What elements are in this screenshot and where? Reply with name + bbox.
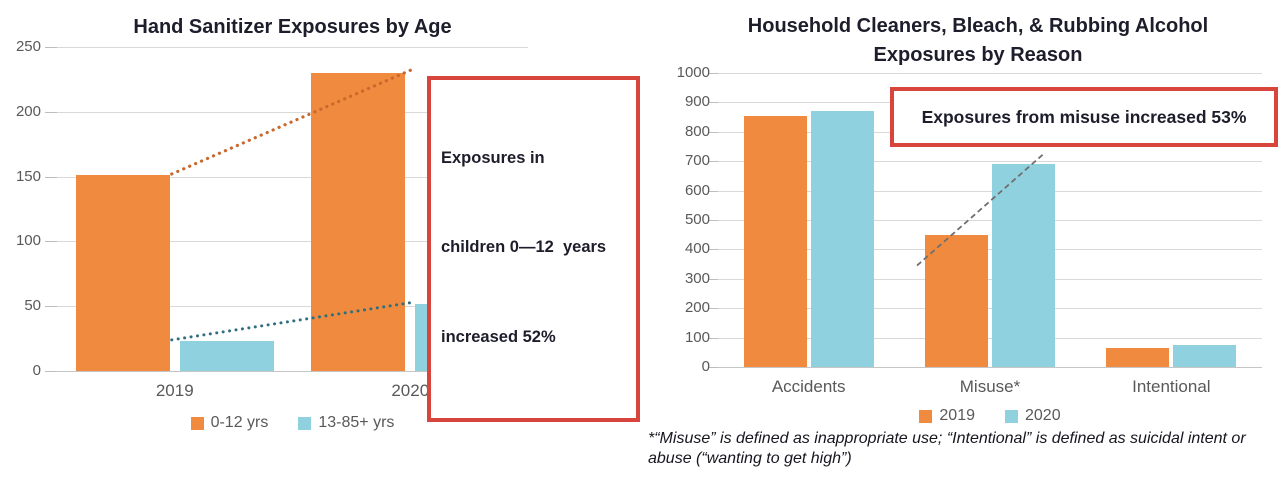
y-axis-tick xyxy=(708,249,718,250)
y-axis-label: 150 xyxy=(15,168,41,185)
y-axis-label: 50 xyxy=(24,297,41,314)
annotation-text-line: children 0—12 years xyxy=(441,238,607,257)
bar-2019-misuse xyxy=(924,234,988,367)
bar-13-85+-yrs-2019 xyxy=(179,341,274,371)
y-axis-tick xyxy=(708,73,718,74)
gridline xyxy=(718,338,1262,339)
gridline xyxy=(57,241,528,242)
legend-label: 2020 xyxy=(1025,407,1061,424)
bar-2020-intentional xyxy=(1173,344,1237,367)
annotation-text-line: increased 52% xyxy=(441,327,556,346)
y-axis-label: 700 xyxy=(684,152,710,169)
legend-label: 0-12 yrs xyxy=(210,414,269,431)
legend-item-2019: 2019 xyxy=(919,407,975,425)
bar-2019-accidents xyxy=(743,115,807,367)
legend-swatch xyxy=(298,416,312,430)
x-axis-label: 2019 xyxy=(155,381,194,400)
legend-swatch xyxy=(1005,409,1018,423)
y-axis-label: 900 xyxy=(684,93,710,110)
y-axis-tick xyxy=(708,338,718,339)
legend-item-13-85+-yrs: 13-85+ yrs xyxy=(298,414,394,432)
y-axis-tick xyxy=(708,102,718,103)
legend: 0-12 yrs 13-85+ yrs xyxy=(57,414,528,432)
gridline xyxy=(718,279,1262,280)
y-axis-label: 0 xyxy=(32,362,41,379)
legend-item-2020: 2020 xyxy=(1005,407,1061,425)
y-axis-tick xyxy=(708,132,718,133)
legend-label: 13-85+ yrs xyxy=(318,414,395,431)
footnote: *“Misuse” is defined as inappropriate us… xyxy=(648,430,1246,468)
bar-0-12-yrs-2020 xyxy=(311,72,406,371)
y-axis-label: 200 xyxy=(15,103,41,120)
y-axis-tick xyxy=(45,241,57,242)
y-axis-label: 1000 xyxy=(676,64,710,81)
bar-0-12-yrs-2019 xyxy=(75,175,170,371)
bar-2020-accidents xyxy=(810,111,874,367)
gridline xyxy=(718,367,1262,368)
x-axis-label: Misuse* xyxy=(959,377,1021,396)
gridline xyxy=(718,308,1262,309)
y-axis-tick xyxy=(708,220,718,221)
y-axis-label: 0 xyxy=(701,358,710,375)
category-group-2019: 2019 xyxy=(57,47,293,400)
x-axis-label: Accidents xyxy=(771,377,846,396)
y-axis-tick xyxy=(708,191,718,192)
legend-swatch xyxy=(919,409,933,423)
category-group-intentional: Intentional xyxy=(1081,73,1262,396)
gridline xyxy=(57,47,528,48)
y-axis-tick xyxy=(708,308,718,309)
x-axis-label: 2020 xyxy=(391,381,430,400)
chart-title: Hand Sanitizer Exposures by Age xyxy=(133,16,452,38)
gridline xyxy=(57,177,528,178)
y-axis-tick xyxy=(708,367,718,368)
legend-label: 2019 xyxy=(939,407,975,424)
x-axis-label: Intentional xyxy=(1132,377,1211,396)
legend: 2019 2020 xyxy=(718,407,1262,425)
y-axis-tick xyxy=(708,161,718,162)
annotation-text-line: Exposures in xyxy=(441,149,545,168)
bar-2020-misuse xyxy=(991,164,1055,367)
chart-title-line: Exposures by Reason xyxy=(873,44,1083,66)
y-axis-label: 250 xyxy=(15,38,41,55)
gridline xyxy=(718,73,1262,74)
annotation-callout: Exposures in children 0—12 years increas… xyxy=(427,76,640,422)
y-axis-label: 300 xyxy=(684,270,710,287)
legend-item-0-12-yrs: 0-12 yrs xyxy=(190,414,269,432)
y-axis-tick xyxy=(45,112,57,113)
y-axis-label: 800 xyxy=(684,123,710,140)
y-axis-tick xyxy=(708,279,718,280)
chart-title-line: Household Cleaners, Bleach, & Rubbing Al… xyxy=(747,15,1209,37)
legend-swatch xyxy=(190,416,204,430)
y-axis-tick xyxy=(45,177,57,178)
category-group-accidents: Accidents xyxy=(718,73,899,396)
annotation-callout: Exposures from misuse increased 53% xyxy=(890,87,1278,147)
y-axis-tick xyxy=(45,371,57,372)
household-cleaners-chart-panel: Household Cleaners, Bleach, & Rubbing Al… xyxy=(644,0,1284,482)
y-axis-label: 500 xyxy=(684,211,710,228)
y-axis-label: 100 xyxy=(684,329,710,346)
y-axis-label: 400 xyxy=(684,240,710,257)
y-axis-tick xyxy=(45,47,57,48)
annotation-text: Exposures from misuse increased 53% xyxy=(921,106,1247,127)
chart-title: Household Cleaners, Bleach, & Rubbing Al… xyxy=(668,12,1284,70)
bar-2019-intentional xyxy=(1106,347,1170,367)
plot-area: 0 100 200 300 400 500 600 700 800 900 1000 Accident… xyxy=(677,64,1262,396)
y-axis-label: 200 xyxy=(684,299,710,316)
gridline xyxy=(57,371,528,372)
hand-sanitizer-chart-panel: Hand Sanitizer Exposures by Age 0 50 100 15… xyxy=(15,16,640,432)
y-axis-label: 100 xyxy=(15,232,41,249)
y-axis-tick xyxy=(45,306,57,307)
y-axis-label: 600 xyxy=(684,182,710,199)
